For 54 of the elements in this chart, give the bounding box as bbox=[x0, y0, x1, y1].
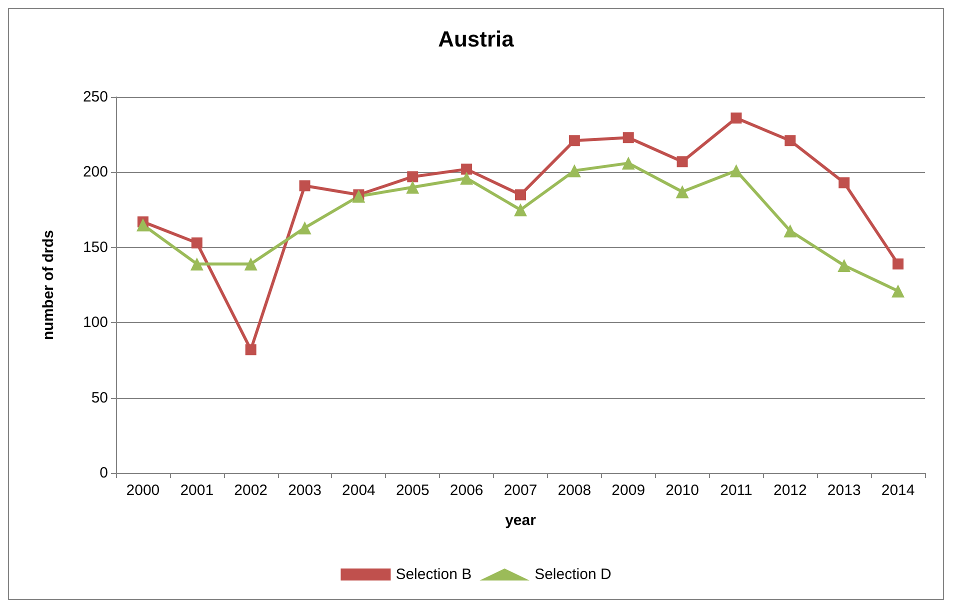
x-tick-label: 2006 bbox=[450, 482, 484, 499]
x-tick-label: 2009 bbox=[612, 482, 646, 499]
point bbox=[892, 258, 904, 270]
chart-title: Austria bbox=[438, 26, 515, 52]
point bbox=[622, 132, 634, 144]
x-tick-label: 2004 bbox=[342, 482, 376, 499]
point bbox=[892, 284, 905, 298]
point bbox=[299, 180, 310, 192]
point bbox=[352, 190, 366, 203]
x-tick-label: 2011 bbox=[720, 482, 752, 499]
point bbox=[407, 171, 418, 182]
point bbox=[244, 257, 258, 270]
point bbox=[514, 203, 527, 216]
x-tick-label: 2005 bbox=[396, 482, 430, 499]
x-tick-label: 2014 bbox=[881, 482, 915, 499]
point bbox=[515, 189, 526, 200]
x-tick-label: 2010 bbox=[666, 482, 699, 499]
point bbox=[568, 164, 581, 178]
point bbox=[298, 221, 312, 234]
point bbox=[136, 218, 150, 232]
y-axis-title: number of drds bbox=[40, 230, 57, 340]
x-tick-label: 2012 bbox=[773, 482, 807, 499]
x-tick-label: 2003 bbox=[288, 482, 322, 499]
point bbox=[461, 164, 472, 175]
y-tick-label: 50 bbox=[91, 389, 108, 406]
point bbox=[191, 237, 202, 248]
point bbox=[460, 172, 474, 185]
x-tick-label: 2008 bbox=[558, 482, 592, 499]
point bbox=[784, 135, 796, 146]
point bbox=[406, 180, 420, 194]
x-tick-label: 2001 bbox=[180, 482, 214, 499]
x-tick-label: 2000 bbox=[126, 482, 160, 499]
point bbox=[568, 135, 580, 146]
y-tick-label: 200 bbox=[82, 164, 108, 181]
legend-label: Selection B bbox=[396, 566, 472, 583]
point bbox=[676, 156, 688, 168]
x-tick-label: 2007 bbox=[504, 482, 538, 499]
point bbox=[190, 257, 204, 270]
point bbox=[784, 224, 797, 238]
point bbox=[245, 344, 256, 356]
point bbox=[622, 156, 635, 170]
x-axis-title: year bbox=[505, 512, 536, 529]
point bbox=[838, 177, 850, 188]
y-tick-label: 250 bbox=[82, 88, 108, 106]
y-tick-label: 150 bbox=[82, 238, 108, 256]
point bbox=[730, 164, 743, 178]
point bbox=[838, 258, 851, 272]
y-tick-label: 0 bbox=[100, 464, 108, 482]
point bbox=[730, 112, 742, 124]
y-tick-label: 100 bbox=[82, 314, 108, 332]
x-tick-label: 2013 bbox=[827, 482, 861, 499]
point bbox=[676, 185, 689, 198]
legend-label: Selection D bbox=[534, 566, 612, 583]
x-tick-label: 2002 bbox=[234, 482, 268, 499]
